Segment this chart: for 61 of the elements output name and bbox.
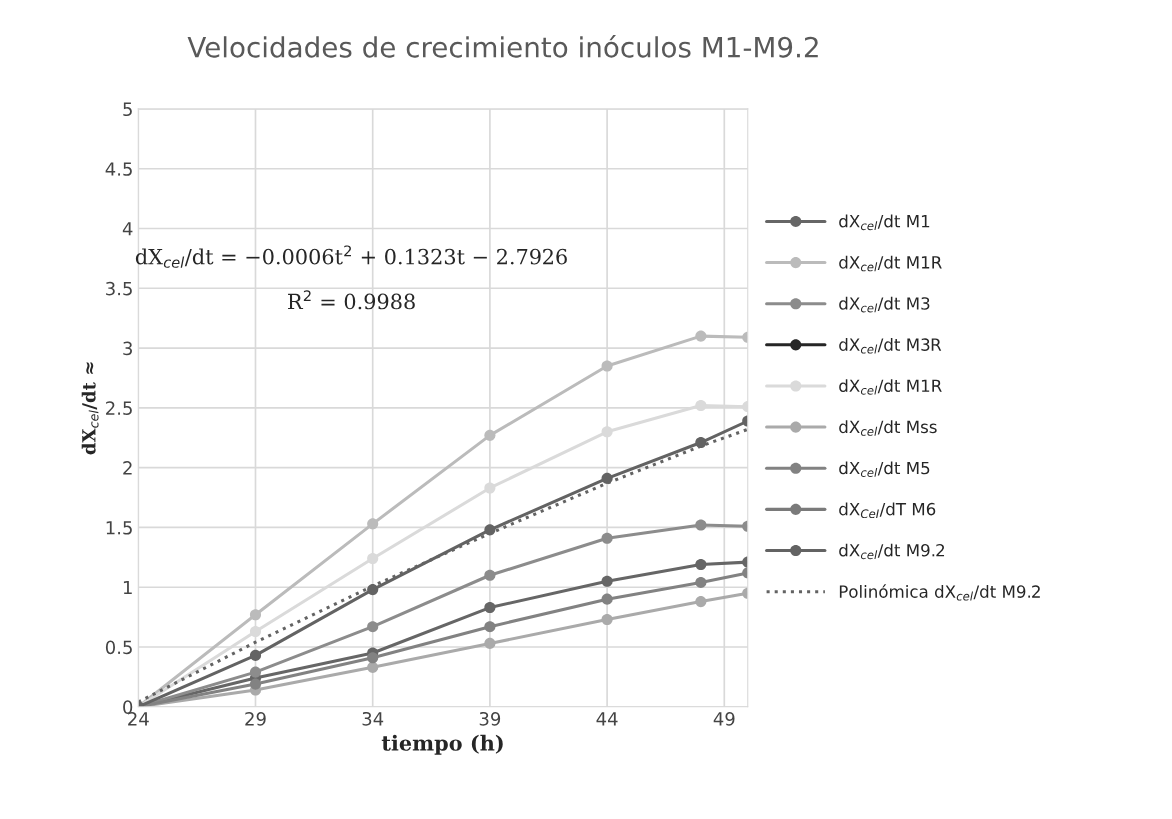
point [484, 429, 496, 441]
x-tick-label: 44 [596, 712, 618, 726]
point [249, 678, 262, 690]
legend-label: dX$_{CeI}$/dT M6 [839, 502, 936, 519]
point [484, 621, 496, 633]
y-tick-label: 2 [123, 461, 132, 475]
x-tick-label: 34 [362, 711, 384, 726]
point [601, 472, 613, 484]
legend-label: dX$_{cel}$/dt M9.2 [839, 543, 945, 560]
y-axis-title: dX$_{cel}$/dt ≈ [81, 362, 99, 455]
annotation: R$^{2}$ = 0.9988 [288, 290, 415, 310]
point [484, 569, 496, 581]
point [367, 652, 379, 664]
legend-label: dX$_{cel}$/dt M5 [839, 461, 930, 477]
y-tick-label: 0.5 [105, 640, 132, 655]
y-tick-label: 0 [123, 700, 133, 714]
y-tick-label: 3 [123, 341, 132, 356]
x-tick-label: 39 [479, 711, 501, 726]
legend-label: dX$_{cel}$/dt M3R [839, 338, 942, 354]
point [601, 360, 613, 372]
point [367, 552, 379, 565]
point [601, 532, 613, 544]
y-tick-label: 1.5 [106, 521, 132, 535]
point [367, 518, 379, 530]
x-tick-label: 29 [245, 711, 266, 726]
point [367, 621, 379, 633]
legend-label: dX$_{cel}$/dt M1R [839, 255, 942, 272]
y-tick-label: 3.5 [106, 281, 132, 296]
point [367, 661, 379, 673]
x-axis-title: tiempo (h) [381, 734, 503, 755]
point [695, 576, 707, 588]
y-tick-label: 5 [123, 102, 132, 117]
point [601, 613, 613, 626]
y-tick-label: 2.5 [106, 401, 132, 415]
legend-label: dX$_{cel}$/dt Mss [839, 420, 937, 436]
point [695, 596, 707, 608]
legend-label: Polinómica dX$_{cel}$/dt M9.2 [839, 584, 1040, 601]
point [695, 330, 707, 342]
point [484, 482, 496, 494]
point [484, 637, 496, 649]
y-tick-label: 4 [122, 222, 133, 236]
point [249, 649, 262, 661]
point [249, 666, 262, 678]
x-tick-label: 49 [713, 711, 735, 726]
point [484, 601, 496, 614]
legend-label: dX$_{cel}$/dt M1R [839, 379, 942, 395]
y-tick-label: 4.5 [105, 162, 132, 176]
point [601, 426, 613, 438]
point [601, 575, 613, 587]
annotation: dX$_{cel}$/dt = −0.0006t$^{2}$ + 0.1323t − 2.7926 [135, 245, 567, 268]
point [601, 593, 613, 605]
y-tick-label: 1 [123, 580, 132, 595]
point [695, 519, 707, 531]
legend-label: dX$_{cel}$/dt M1 [839, 214, 930, 231]
chart-title: Velocidades de crecimiento inóculos M1-M9.2 [187, 35, 818, 58]
point [249, 625, 262, 638]
x-tick-label: 24 [128, 711, 149, 726]
point [249, 609, 262, 621]
point [695, 399, 707, 412]
point [695, 558, 707, 571]
legend-label: dX$_{cel}$/dt M3 [839, 296, 930, 313]
